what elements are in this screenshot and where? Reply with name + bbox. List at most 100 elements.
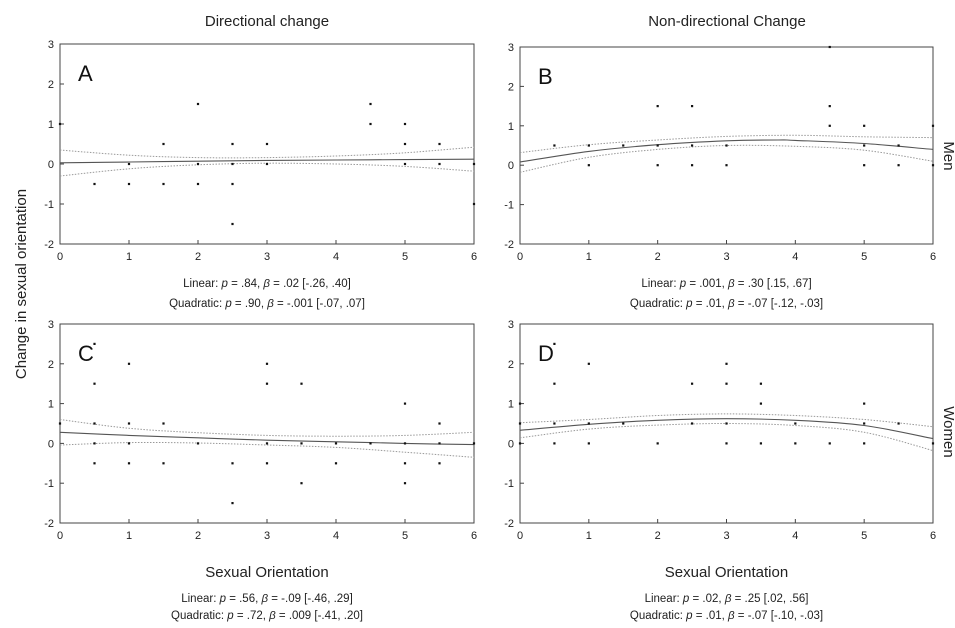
data-point (265, 442, 269, 445)
data-point (231, 462, 234, 465)
data-point (127, 362, 131, 365)
data-point (622, 422, 625, 425)
data-point (231, 222, 234, 226)
row-label-women: Women (940, 406, 955, 457)
data-point (369, 102, 372, 106)
stat-linear: Linear: p = .56, β = -.09 [-.46, .29] (181, 593, 353, 605)
y-axis-label: Change in sexual orientation (13, 189, 30, 379)
x-tick-label: 0 (57, 251, 63, 263)
data-point (828, 105, 831, 108)
data-point (587, 442, 590, 445)
data-point (553, 442, 556, 445)
data-point (931, 164, 935, 167)
ci-lower-line (519, 422, 934, 452)
data-point (759, 382, 763, 385)
x-axis-label: Sexual Orientation (205, 564, 328, 581)
data-point (265, 162, 269, 166)
data-point (438, 162, 441, 166)
data-point (472, 162, 476, 166)
y-tick-label: 1 (508, 121, 514, 133)
data-point (300, 382, 303, 385)
data-point (403, 402, 407, 405)
y-tick-label: 1 (48, 399, 54, 411)
data-point (518, 442, 522, 445)
data-point (231, 162, 234, 166)
data-point (656, 144, 659, 147)
panel-d: -2 -1 0 1 2 3 0 1 2 3 4 5 6 D Sexual Orientation Linear… (504, 319, 936, 622)
row-label-men: Men (940, 141, 955, 170)
data-point (690, 422, 694, 425)
data-point (897, 144, 900, 147)
data-point (438, 422, 441, 425)
data-point (553, 382, 556, 385)
data-point (403, 162, 407, 166)
data-point (828, 442, 831, 445)
data-point (369, 442, 372, 445)
data-point (93, 342, 96, 345)
x-tick-label: 5 (402, 251, 408, 263)
data-point (863, 442, 866, 445)
ci-lower-line (59, 162, 475, 177)
data-point (369, 122, 372, 126)
x-tick-label: 1 (586, 251, 592, 263)
stat-quadratic: Quadratic: p = .01, β = -.07 [-.10, -.03… (630, 610, 823, 622)
y-tick-label: 2 (508, 359, 514, 371)
data-point (725, 362, 728, 365)
data-point (828, 45, 831, 49)
data-point (58, 122, 62, 126)
ci-lower-line (59, 441, 475, 458)
x-axis-label: Sexual Orientation (665, 564, 788, 581)
stat-linear: Linear: p = .02, β = .25 [.02, .56] (645, 593, 809, 605)
panels: -2 -1 0 1 2 3 0 1 2 3 4 5 6 A Linear: p = .84, β = .02… (44, 39, 936, 622)
panel-b: -2 -1 0 1 2 3 0 1 2 3 4 5 6 B Linear: p = .001, β = .3… (504, 42, 936, 310)
data-point (162, 462, 165, 465)
x-tick-label: 4 (333, 530, 339, 542)
data-point (403, 142, 407, 146)
fit-line (519, 139, 934, 163)
data-point (863, 144, 866, 147)
fit-line (59, 158, 475, 164)
panel-letter: B (538, 64, 553, 89)
y-tick-label: -2 (504, 518, 514, 530)
y-tick-label: 0 (48, 438, 54, 450)
data-point (587, 144, 590, 147)
data-point (897, 422, 900, 425)
data-point (231, 502, 234, 505)
data-point (403, 122, 407, 126)
y-tick-label: 3 (48, 39, 54, 51)
stat-quadratic: Quadratic: p = .90, β = -.001 [-.07, .07… (169, 298, 365, 310)
data-point (334, 462, 338, 465)
data-point (518, 422, 522, 425)
data-point (93, 442, 96, 445)
data-point (863, 402, 866, 405)
x-tick-label: 3 (264, 251, 270, 263)
data-point (162, 182, 165, 186)
y-tick-label: -1 (44, 199, 54, 211)
y-tick-label: 0 (508, 438, 514, 450)
x-tick-label: 1 (126, 530, 132, 542)
data-point (794, 442, 797, 445)
data-point (93, 462, 96, 465)
data-point (438, 462, 441, 465)
ci-upper-line (59, 419, 475, 437)
data-point (438, 142, 441, 146)
data-point (196, 162, 200, 166)
x-tick-label: 3 (264, 530, 270, 542)
x-tick-label: 6 (471, 251, 477, 263)
data-point (725, 422, 728, 425)
x-tick-label: 3 (723, 530, 729, 542)
x-tick-label: 5 (861, 251, 867, 263)
data-point (794, 422, 797, 425)
data-point (438, 442, 441, 445)
y-tick-label: 1 (48, 119, 54, 131)
ci-upper-line (59, 146, 475, 159)
column-title-non-directional: Non-directional Change (648, 13, 806, 30)
x-tick-label: 0 (517, 251, 523, 263)
x-tick-label: 0 (57, 530, 63, 542)
panel-letter: A (78, 61, 93, 86)
y-tick-label: -1 (44, 478, 54, 490)
y-tick-label: 0 (508, 160, 514, 172)
data-point (127, 182, 131, 186)
x-tick-label: 4 (792, 251, 798, 263)
y-tick-label: -2 (44, 239, 54, 251)
